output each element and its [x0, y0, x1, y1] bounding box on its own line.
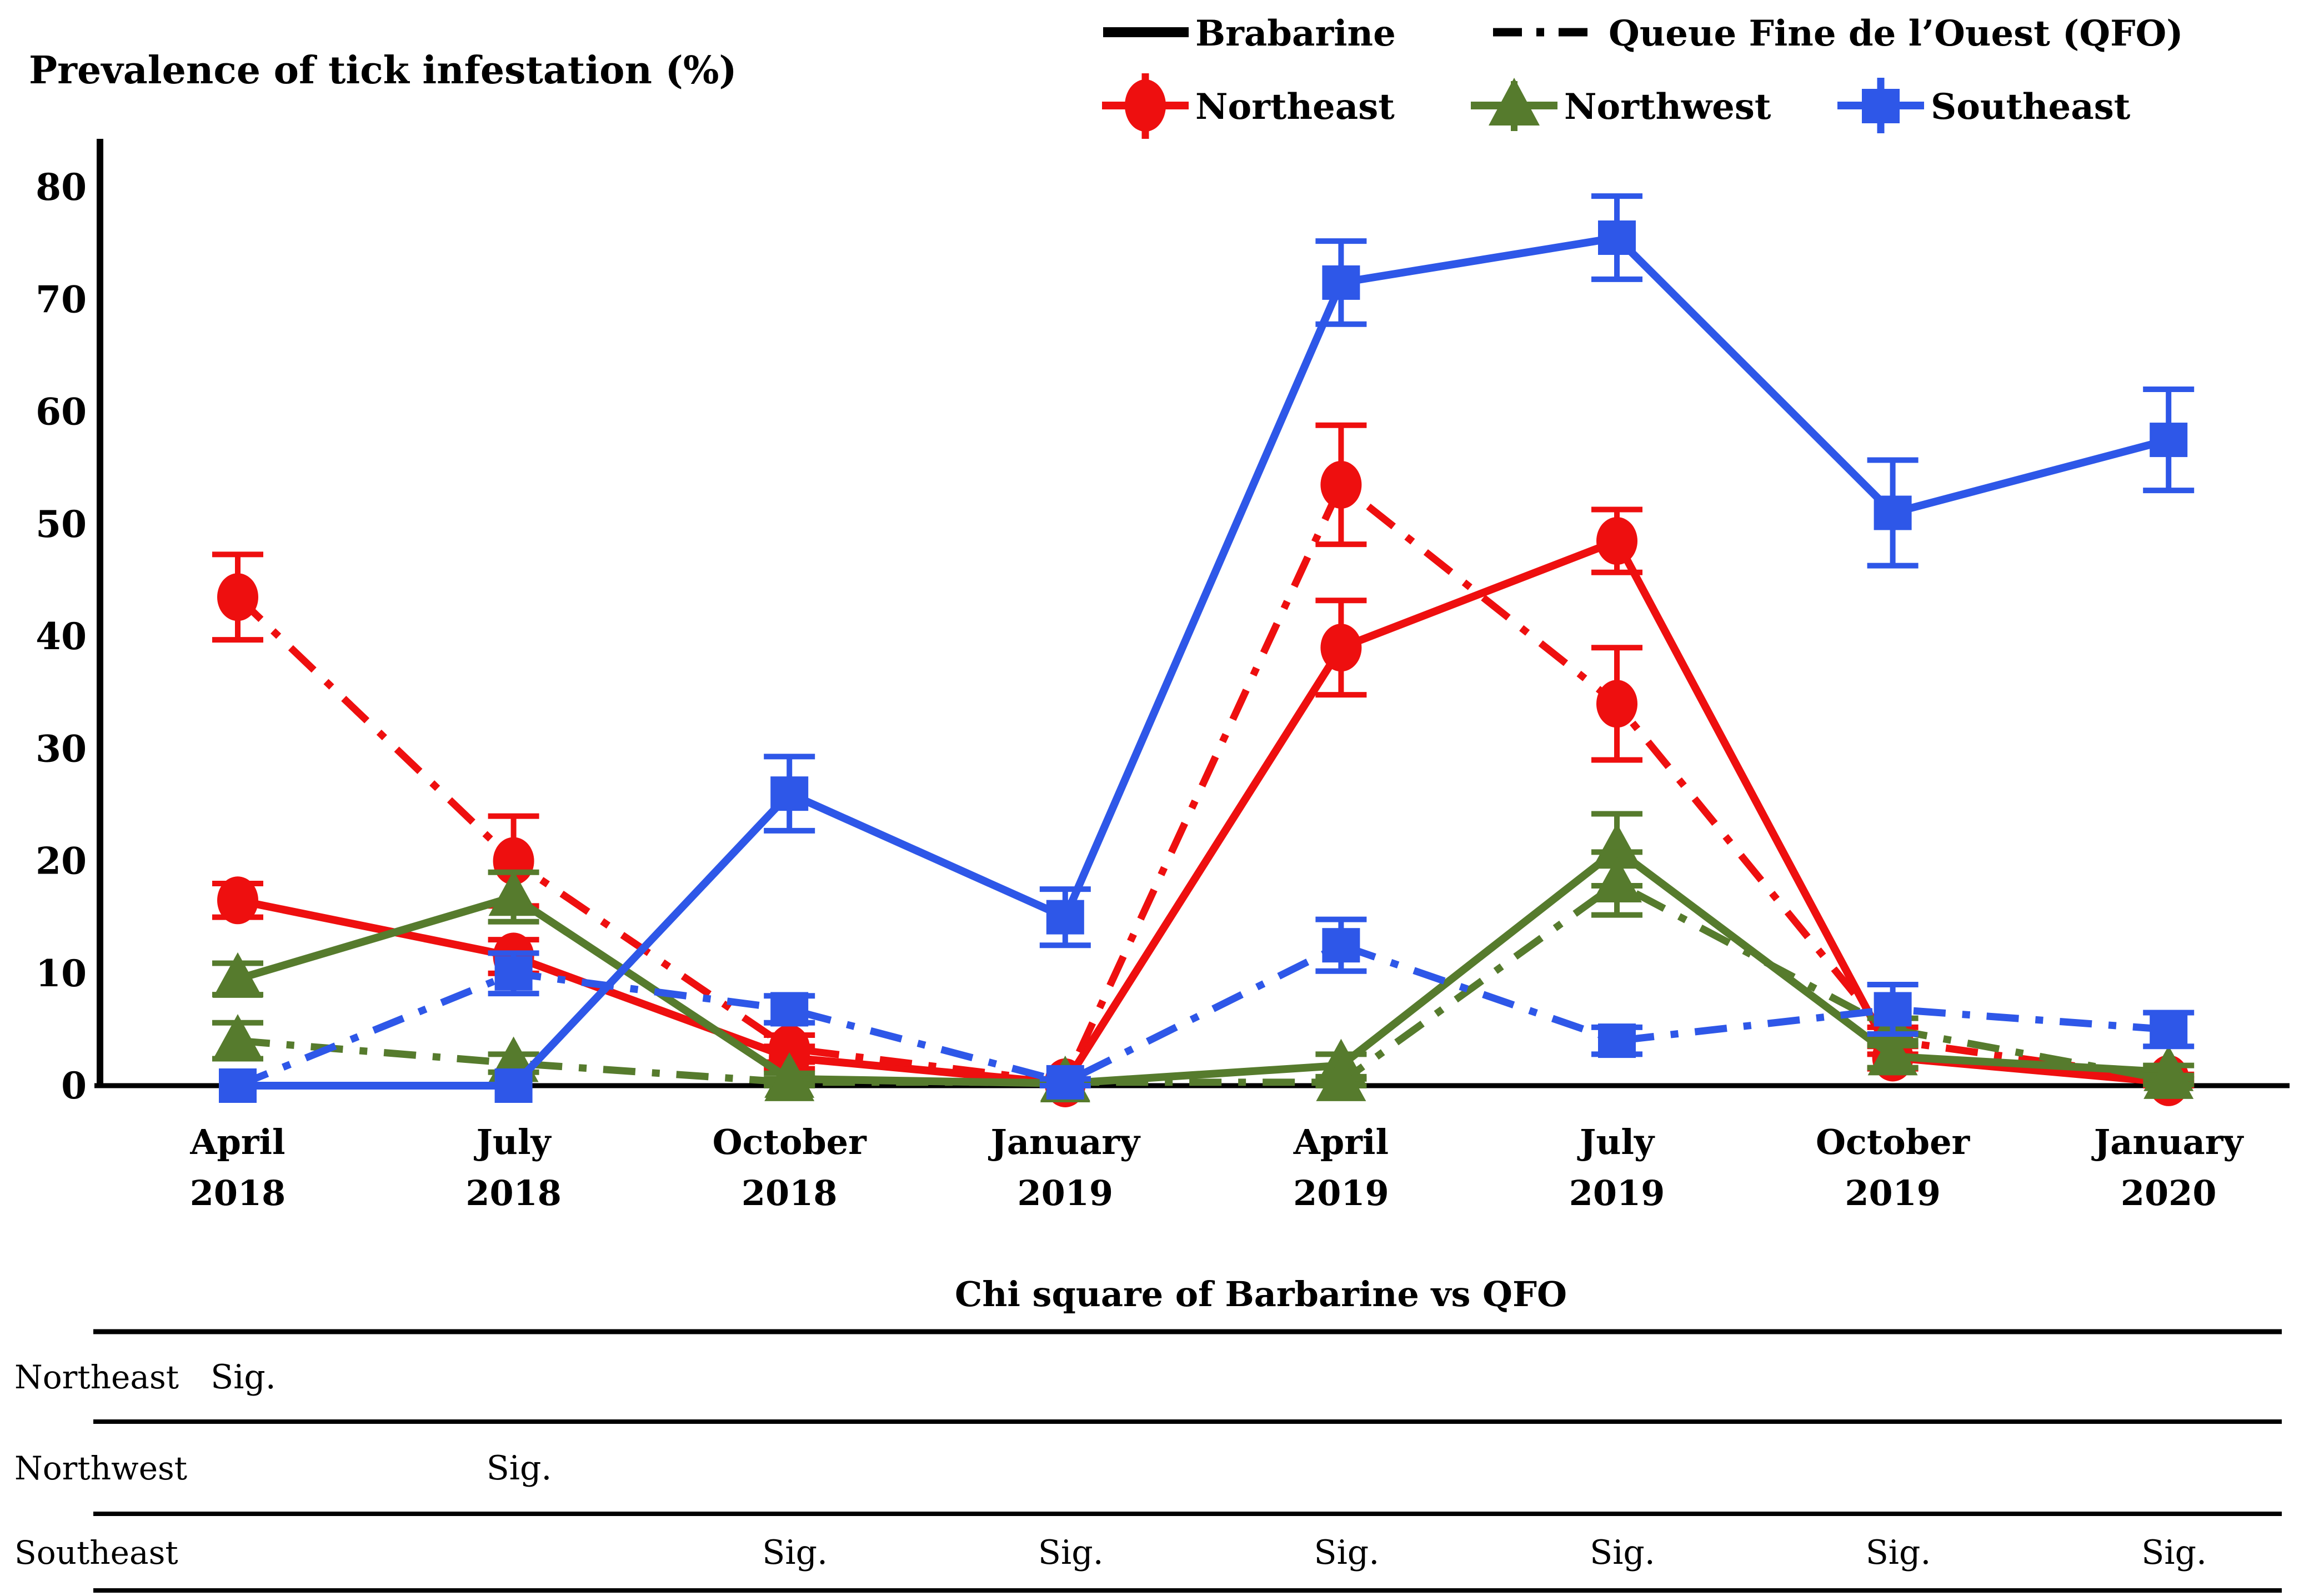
qfo-line	[236, 941, 2169, 1090]
data-point	[213, 952, 263, 998]
data-point	[488, 870, 539, 916]
data-point	[217, 876, 258, 925]
data-point	[1874, 992, 1912, 1027]
table-rules-and-cells: Sig. Sig. Sig. Sig. Sig. Sig. Sig. Sig.	[93, 1329, 2282, 1593]
sig-cell: Sig.	[762, 1533, 828, 1572]
data-point	[1592, 823, 1642, 869]
data-point	[1874, 495, 1912, 530]
y-tick-label: 80	[36, 165, 87, 209]
table-row-label-northeast: Northeast	[14, 1358, 179, 1396]
legend-northeast-label: Northeast	[1195, 86, 1395, 128]
x-tick-label: October 2019	[1816, 1122, 1971, 1213]
data-point	[1320, 460, 1362, 509]
chi-square-table: Chi square of Barbarine vs QFO Northeast…	[14, 1274, 2282, 1593]
data-point	[769, 1025, 810, 1073]
qfo-line	[237, 879, 2170, 1086]
legend-northwest-label: Northwest	[1564, 86, 1771, 128]
data-point	[1596, 680, 1637, 728]
x-tick-label: April 2019	[1293, 1122, 1389, 1213]
legend-brabarine-label: Brabarine	[1195, 13, 1396, 54]
data-point	[1596, 517, 1637, 565]
y-tick-label: 50	[36, 503, 87, 546]
legend: Brabarine Queue Fine de l’Ouest (QFO) No…	[1102, 13, 2183, 139]
x-tick-label: January 2019	[988, 1122, 1141, 1213]
data-point	[1320, 624, 1362, 672]
data-point	[219, 1068, 257, 1103]
sig-cell: Sig.	[1866, 1533, 1931, 1572]
y-tick-label: 10	[36, 952, 87, 995]
data-point	[1316, 1055, 1366, 1101]
data-point	[213, 1014, 263, 1060]
sig-cell: Sig.	[211, 1358, 276, 1397]
sig-cell: Sig.	[1314, 1533, 1380, 1572]
data-point	[1046, 1065, 1084, 1100]
y-tick-label: 60	[36, 390, 87, 434]
data-point	[1592, 856, 1642, 902]
plot-area: 0 10 20 30 40 50 60 70 80 April 2018 July 2018 Octobe…	[36, 139, 2290, 1213]
y-tick-label: 20	[36, 840, 87, 883]
series-southeast-brabarine	[219, 193, 2195, 1103]
data-point	[217, 573, 258, 621]
x-tick-label: July 2018	[465, 1122, 562, 1213]
x-tick-label: January 2020	[2091, 1122, 2245, 1213]
northwest-marker-icon	[1471, 78, 1557, 131]
y-tick-label: 0	[61, 1064, 87, 1107]
data-point	[2143, 1053, 2194, 1099]
sig-cell: Sig.	[1038, 1533, 1104, 1572]
data-point	[1046, 900, 1084, 935]
data-point	[770, 776, 809, 811]
data-point	[770, 992, 809, 1027]
y-tick-label: 30	[36, 727, 87, 770]
brabarine-line	[237, 845, 2169, 1087]
qfo-line	[235, 479, 2170, 1086]
sig-cell: Sig.	[1590, 1533, 1655, 1572]
brabarine-line	[237, 536, 2169, 1088]
data-point	[1598, 220, 1636, 255]
southeast-marker-icon	[1837, 78, 1924, 133]
data-point	[1598, 1023, 1636, 1058]
data-point	[2150, 423, 2188, 458]
legend-qfo-label: Queue Fine de l’Ouest (QFO)	[1609, 13, 2183, 54]
data-point	[764, 1055, 815, 1101]
data-point	[2150, 1012, 2188, 1047]
sig-cell: Sig.	[2141, 1533, 2207, 1572]
x-tick-label: October 2018	[713, 1122, 868, 1213]
legend-southeast-label: Southeast	[1931, 86, 2131, 128]
data-point	[1322, 265, 1360, 300]
y-tick-label: 70	[36, 278, 87, 321]
brabarine-line	[238, 233, 2170, 1090]
y-axis-title: Prevalence of tick infestation (%)	[29, 48, 737, 93]
series-southeast-qfo	[219, 916, 2195, 1103]
northeast-marker-icon	[1102, 73, 1189, 139]
data-point	[1322, 928, 1360, 963]
data-point	[494, 1068, 533, 1103]
sig-cell: Sig.	[487, 1449, 552, 1488]
table-row-label-northwest: Northwest	[14, 1449, 187, 1487]
data-point	[494, 956, 533, 991]
table-title: Chi square of Barbarine vs QFO	[955, 1274, 1567, 1314]
data-point	[1867, 1030, 1918, 1076]
y-tick-label: 40	[36, 615, 87, 658]
x-tick-label: July 2019	[1569, 1122, 1665, 1213]
table-row-label-southeast: Southeast	[14, 1534, 178, 1572]
x-tick-label: April 2018	[189, 1122, 286, 1213]
